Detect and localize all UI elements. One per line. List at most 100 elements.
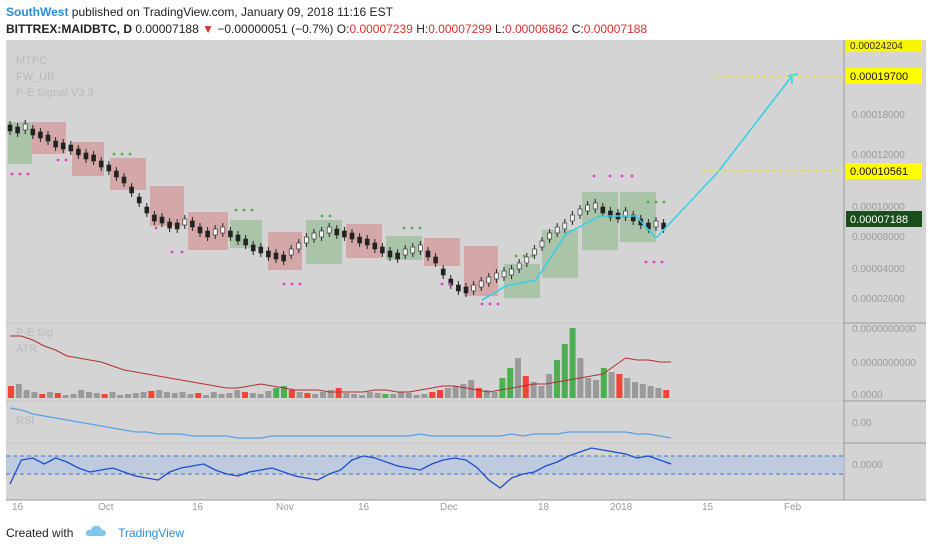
candle-body xyxy=(570,214,575,222)
zone-green xyxy=(306,220,342,264)
signal-dot xyxy=(128,152,132,156)
footer: Created with TradingView xyxy=(6,520,926,546)
candle-body xyxy=(372,242,378,250)
candle-body xyxy=(174,222,180,230)
candle-body xyxy=(395,252,400,260)
osc-tick: 0.0000 xyxy=(852,460,883,471)
volume-bar xyxy=(515,358,521,398)
candle-body xyxy=(296,242,302,250)
candle-body xyxy=(547,232,552,240)
signal-dot xyxy=(120,152,124,156)
atr-line xyxy=(10,335,672,393)
signal-dot xyxy=(282,282,286,286)
chart-area[interactable]: MTPC FW_UB P-E Signal V3.3 P-E Sig ATR R… xyxy=(6,40,926,513)
mid-price-label: 0.00010561 xyxy=(850,166,908,178)
volume-bar xyxy=(257,394,264,398)
candle-body xyxy=(45,134,51,142)
signal-dot xyxy=(440,282,444,286)
volume-bar xyxy=(148,391,155,398)
candle-body xyxy=(326,226,332,234)
candle-body xyxy=(167,221,172,229)
candle-body xyxy=(235,234,241,242)
candle-body xyxy=(60,142,66,150)
candle-body xyxy=(144,206,150,214)
chart-svg[interactable]: MTPC FW_UB P-E Signal V3.3 P-E Sig ATR R… xyxy=(6,40,926,513)
candle-body xyxy=(516,262,522,270)
candle-body xyxy=(471,284,476,292)
rsi-pane[interactable] xyxy=(6,402,844,442)
signal-dot xyxy=(320,214,324,218)
volume-bar xyxy=(8,386,14,398)
volume-bar xyxy=(335,388,342,398)
candle-body xyxy=(273,252,279,260)
volume-bar xyxy=(647,386,654,398)
candle-body xyxy=(630,214,636,222)
candle-body xyxy=(653,220,659,228)
candle-body xyxy=(592,202,598,210)
price-axis[interactable]: 0.00024204 0.00018000 0.00012000 0.00010… xyxy=(846,40,922,305)
zone-green xyxy=(582,192,618,250)
candle-body xyxy=(159,216,165,224)
time-tick: Feb xyxy=(784,502,802,512)
volume-bar xyxy=(343,393,350,398)
symbol-label[interactable]: BITTREX:MAIDBTC, D xyxy=(6,22,132,36)
volume-bar xyxy=(608,372,615,398)
created-with-text: Created with xyxy=(6,526,74,540)
publish-line: SouthWest published on TradingView.com, … xyxy=(6,4,926,20)
candle-body xyxy=(554,226,560,234)
author-link[interactable]: SouthWest xyxy=(6,5,69,19)
rsi-line xyxy=(9,407,672,439)
volume-bar xyxy=(117,395,124,398)
volume-bar xyxy=(460,384,467,398)
signal-dot xyxy=(654,200,658,204)
osc-band xyxy=(6,456,844,474)
cyan-path xyxy=(481,215,657,301)
signal-dot xyxy=(608,174,612,178)
candle-body xyxy=(53,140,58,148)
candle-body xyxy=(114,170,119,178)
signal-dot xyxy=(298,282,302,286)
candle-body xyxy=(7,124,13,132)
tradingview-brand-link[interactable]: TradingView xyxy=(118,526,185,540)
candle-body xyxy=(585,204,590,212)
ohlc-line: BITTREX:MAIDBTC, D 0.00007188 ▼ −0.00000… xyxy=(6,20,926,38)
volume-bar xyxy=(86,392,92,398)
candle-body xyxy=(456,284,461,292)
projection-lines xyxy=(481,73,844,301)
target-price-marker xyxy=(846,68,922,84)
legend-atr: ATR xyxy=(16,343,37,355)
price-axis-pane[interactable] xyxy=(844,40,926,500)
time-axis[interactable]: 16 Oct 16 Nov 16 Dec 18 2018 15 Feb xyxy=(12,502,802,513)
volume-bar xyxy=(140,392,147,398)
time-tick: 2018 xyxy=(610,502,633,512)
candle-body xyxy=(182,218,188,226)
volume-bar xyxy=(382,394,389,398)
candle-body xyxy=(121,176,127,184)
mid-price-marker xyxy=(846,163,922,179)
volume-bar xyxy=(226,393,233,398)
candle-body xyxy=(478,280,484,288)
candle-body xyxy=(433,256,438,264)
signal-dot xyxy=(646,200,650,204)
candle-body xyxy=(501,270,507,278)
open-value: 0.00007239 xyxy=(349,22,413,36)
price-tick: 0.00024204 xyxy=(850,41,903,52)
signal-dot xyxy=(522,254,526,258)
volume-bar xyxy=(70,394,77,398)
candle-body xyxy=(129,186,134,194)
volume-bar xyxy=(437,390,443,398)
legend-mtpc: MTPC xyxy=(16,55,47,67)
signal-dot xyxy=(592,174,596,178)
signal-dot xyxy=(290,282,294,286)
atr-pane[interactable] xyxy=(6,324,844,400)
candle-body xyxy=(288,248,294,256)
volume-bar xyxy=(351,394,358,398)
candle-body xyxy=(136,196,142,204)
high-value: 0.00007299 xyxy=(428,22,492,36)
signal-dots xyxy=(10,152,666,306)
volume-bar xyxy=(390,394,397,398)
close-value: 0.00007188 xyxy=(583,22,648,36)
atr-tick: 0.0000000000 xyxy=(852,324,916,335)
down-arrow-icon: ▼ xyxy=(202,22,214,36)
price-tick: 0.00008000 xyxy=(852,232,905,243)
